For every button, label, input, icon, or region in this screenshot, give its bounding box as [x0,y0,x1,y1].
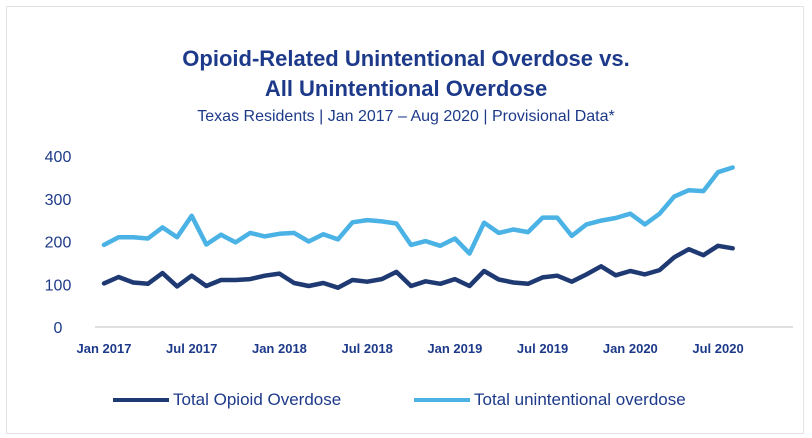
chart-title-line-2: All Unintentional Overdose [264,76,548,101]
legend-swatch-unintentional [414,398,470,402]
x-tick-label: Jul 2017 [166,341,217,356]
legend-swatch-opioid [113,398,169,402]
chart-frame [6,6,804,434]
x-tick-label: Jul 2018 [341,341,392,356]
chart-subtitle: Texas Residents | Jan 2017 – Aug 2020 | … [197,108,615,125]
y-axis-ticks: 0 100 200 300 400 [45,149,72,337]
x-tick-label: Jan 2018 [252,341,307,356]
x-axis-ticks: Jan 2017 Jul 2017 Jan 2018 Jul 2018 Jan 2019… [77,341,744,356]
legend-label-unintentional: Total unintentional overdose [474,390,686,409]
y-tick-label: 200 [45,235,72,252]
series-lines [101,165,735,290]
y-tick-label: 0 [54,320,63,337]
x-tick-label: Jul 2019 [517,341,568,356]
y-tick-label: 100 [45,277,72,294]
y-tick-label: 400 [45,149,72,166]
legend-label-opioid: Total Opioid Overdose [173,390,342,409]
x-tick-label: Jan 2017 [77,341,132,356]
legend-item-unintentional: Total unintentional overdose [414,388,686,412]
series-line-opioid [101,243,735,290]
y-tick-label: 300 [45,192,72,209]
series-line-unintentional [101,165,735,256]
legend-item-opioid: Total Opioid Overdose [113,388,341,412]
x-tick-label: Jan 2020 [603,341,658,356]
x-tick-label: Jul 2020 [692,341,743,356]
x-tick-label: Jan 2019 [427,341,482,356]
chart-title-line-1: Opioid-Related Unintentional Overdose vs… [182,46,630,71]
